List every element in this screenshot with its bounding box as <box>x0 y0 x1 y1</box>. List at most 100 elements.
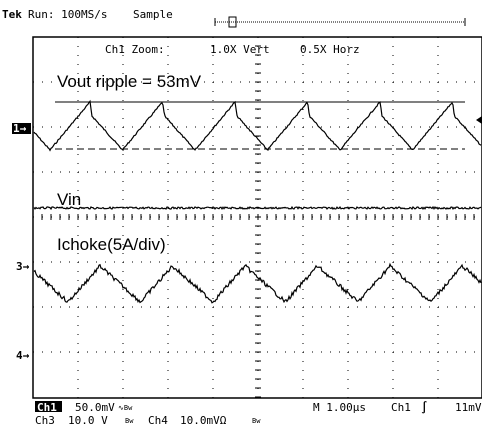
graticule-dot <box>123 163 124 164</box>
graticule-dot <box>393 181 394 182</box>
graticule-dot <box>393 145 394 146</box>
graticule-dot <box>267 352 268 353</box>
graticule-dot <box>123 307 124 308</box>
vin-label: Vin <box>57 190 81 209</box>
graticule-dot <box>213 226 214 227</box>
graticule-dot <box>213 109 214 110</box>
graticule-dot <box>168 226 169 227</box>
graticule-dot <box>168 163 169 164</box>
graticule-dot <box>303 73 304 74</box>
graticule-dot <box>78 127 79 128</box>
graticule-dot <box>123 100 124 101</box>
graticule-dot <box>159 352 160 353</box>
graticule-dot <box>51 127 52 128</box>
graticule-dot <box>150 127 151 128</box>
graticule-dot <box>78 46 79 47</box>
graticule-dot <box>168 55 169 56</box>
graticule-dot <box>204 352 205 353</box>
graticule-dot <box>393 298 394 299</box>
graticule-dot <box>186 307 187 308</box>
graticule-dot <box>168 136 169 137</box>
graticule-dot <box>357 307 358 308</box>
graticule-dot <box>429 262 430 263</box>
graticule-dot <box>51 82 52 83</box>
graticule-dot <box>222 307 223 308</box>
graticule-dot <box>213 82 214 83</box>
graticule-dot <box>393 289 394 290</box>
graticule-dot <box>321 262 322 263</box>
graticule-dot <box>330 262 331 263</box>
graticule-dot <box>132 307 133 308</box>
graticule-dot <box>249 172 250 173</box>
graticule-dot <box>348 325 349 326</box>
graticule-dot <box>222 352 223 353</box>
graticule-dot <box>69 172 70 173</box>
graticule-dot <box>393 316 394 317</box>
graticule-dot <box>123 352 124 353</box>
graticule-dot <box>168 100 169 101</box>
graticule-dot <box>285 127 286 128</box>
graticule-dot <box>357 82 358 83</box>
graticule-dot <box>123 91 124 92</box>
graticule-dot <box>438 172 439 173</box>
graticule-dot <box>438 136 439 137</box>
graticule-dot <box>87 352 88 353</box>
graticule-dot <box>240 307 241 308</box>
graticule-dot <box>438 91 439 92</box>
graticule-dot <box>303 361 304 362</box>
graticule-dot <box>447 82 448 83</box>
graticule-dot <box>375 127 376 128</box>
graticule-dot <box>123 262 124 263</box>
graticule-dot <box>393 64 394 65</box>
graticule-dot <box>411 262 412 263</box>
graticule-dot <box>168 262 169 263</box>
graticule-dot <box>303 370 304 371</box>
graticule-dot <box>348 343 349 344</box>
graticule-dot <box>303 163 304 164</box>
graticule-dot <box>141 352 142 353</box>
graticule-dot <box>159 307 160 308</box>
graticule-dot <box>474 307 475 308</box>
graticule-dot <box>402 127 403 128</box>
graticule-dot <box>168 280 169 281</box>
graticule-dot <box>393 307 394 308</box>
graticule-dot <box>267 127 268 128</box>
graticule-dot <box>51 307 52 308</box>
graticule-dot <box>78 307 79 308</box>
graticule-dot <box>294 172 295 173</box>
graticule <box>33 37 475 398</box>
graticule-dot <box>303 154 304 155</box>
graticule-dot <box>78 352 79 353</box>
graticule-dot <box>240 82 241 83</box>
graticule-dot <box>411 307 412 308</box>
graticule-dot <box>393 226 394 227</box>
ch1-flags: ∿Bw <box>118 404 133 412</box>
graticule-dot <box>447 352 448 353</box>
graticule-dot <box>348 289 349 290</box>
graticule-dot <box>213 343 214 344</box>
graticule-dot <box>213 325 214 326</box>
graticule-dot <box>267 262 268 263</box>
graticule-dot <box>384 82 385 83</box>
graticule-dot <box>78 136 79 137</box>
graticule-dot <box>186 172 187 173</box>
graticule-dot <box>141 262 142 263</box>
graticule-dot <box>465 307 466 308</box>
trigger-channel: Ch1 <box>391 401 411 414</box>
graticule-dot <box>438 109 439 110</box>
graticule-dot <box>402 262 403 263</box>
graticule-dot <box>123 64 124 65</box>
graticule-dot <box>393 100 394 101</box>
graticule-dot <box>339 172 340 173</box>
graticule-dot <box>474 172 475 173</box>
graticule-dot <box>393 334 394 335</box>
graticule-dot <box>78 154 79 155</box>
graticule-dot <box>348 163 349 164</box>
graticule-dot <box>348 253 349 254</box>
graticule-dot <box>222 172 223 173</box>
graticule-dot <box>456 82 457 83</box>
graticule-dot <box>204 82 205 83</box>
graticule-dot <box>168 109 169 110</box>
graticule-dot <box>42 127 43 128</box>
graticule-dot <box>303 82 304 83</box>
